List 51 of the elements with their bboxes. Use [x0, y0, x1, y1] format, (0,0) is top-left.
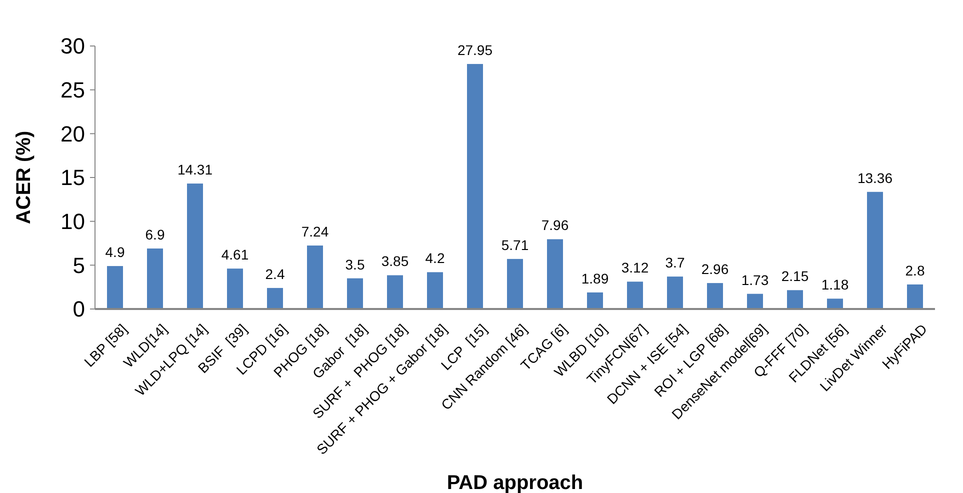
y-tick-label: 20 — [60, 121, 85, 146]
bar — [267, 288, 283, 309]
data-label: 2.96 — [701, 261, 729, 278]
bar — [347, 278, 363, 309]
y-tick-label: 15 — [60, 165, 85, 190]
bar — [147, 248, 163, 309]
bar — [307, 246, 323, 309]
y-tick-label: 25 — [60, 78, 85, 103]
data-label: 3.5 — [345, 256, 365, 272]
bar — [187, 184, 203, 309]
bar — [867, 192, 883, 309]
data-label: 2.4 — [265, 266, 285, 282]
bar — [907, 284, 923, 309]
y-axis-title: ACER (%) — [13, 130, 35, 224]
data-label: 1.18 — [821, 276, 849, 293]
data-label: 2.8 — [905, 262, 925, 278]
data-label: 3.7 — [665, 254, 685, 271]
y-tick-label: 5 — [72, 252, 85, 278]
data-label: 27.95 — [457, 42, 493, 58]
data-label: 2.15 — [781, 268, 809, 284]
data-label: 3.12 — [621, 260, 649, 276]
y-tick-label: 30 — [60, 34, 85, 59]
bar — [427, 272, 443, 309]
data-label: 1.89 — [581, 270, 609, 286]
bar — [107, 266, 123, 309]
data-label: 5.71 — [501, 236, 529, 253]
data-label: 4.2 — [425, 250, 445, 266]
bar — [507, 258, 523, 309]
data-label: 14.31 — [177, 162, 213, 178]
x-axis-title: PAD approach — [446, 472, 584, 493]
data-label: 6.9 — [145, 226, 165, 243]
y-tick-label: 0 — [72, 296, 85, 322]
bar — [547, 239, 563, 309]
bar — [787, 290, 803, 309]
bar — [587, 292, 603, 309]
bar — [627, 282, 643, 309]
data-label: 7.96 — [541, 217, 569, 234]
bar — [827, 298, 843, 309]
bar — [747, 294, 763, 309]
data-label: 4.61 — [221, 246, 249, 263]
data-label: 3.85 — [381, 253, 409, 270]
data-label: 1.73 — [741, 272, 769, 288]
bar — [667, 276, 683, 309]
data-label: 7.24 — [301, 224, 329, 240]
bar — [387, 275, 403, 309]
bar — [467, 64, 483, 309]
bar — [707, 283, 723, 309]
data-label: 4.9 — [105, 244, 125, 260]
data-label: 13.36 — [857, 170, 893, 186]
bar — [227, 268, 243, 309]
y-tick-label: 10 — [60, 209, 85, 234]
